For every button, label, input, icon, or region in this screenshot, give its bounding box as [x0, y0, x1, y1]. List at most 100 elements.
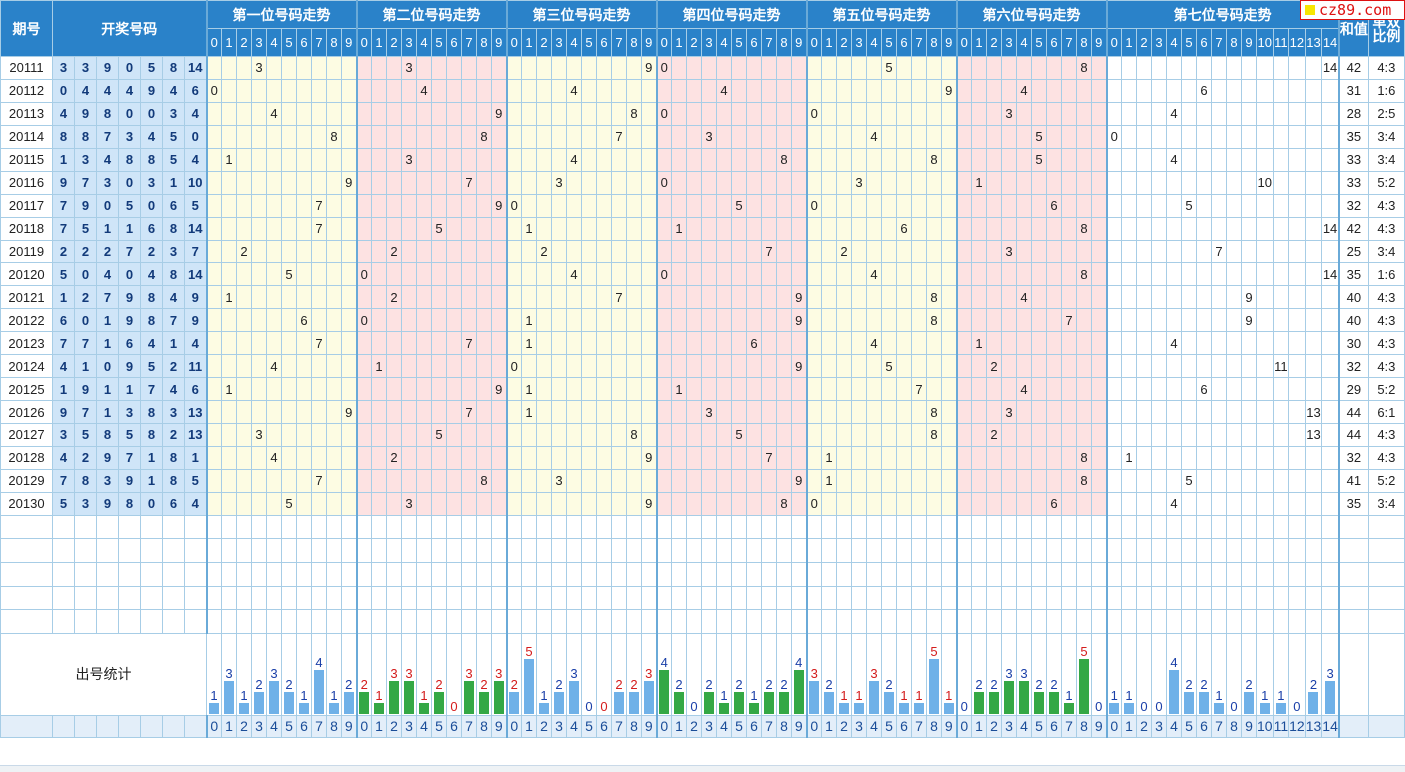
- trend-cell: [776, 56, 792, 80]
- trend-cell: [821, 262, 837, 287]
- trend-cell: [956, 239, 972, 264]
- trend-cell: [671, 147, 687, 172]
- draw-number: 13: [184, 423, 208, 447]
- ratio-cell: 3:4: [1367, 239, 1405, 264]
- trend-cell: [371, 101, 387, 126]
- trend-cell: [1166, 216, 1182, 241]
- trend-cell: [941, 147, 958, 172]
- stat-bar: [343, 691, 354, 714]
- empty-cell: [716, 538, 732, 563]
- site-logo[interactable]: cz89.com: [1300, 0, 1405, 20]
- trend-cell: [536, 170, 552, 195]
- stat-value: 1: [375, 687, 383, 703]
- stat-bar: [509, 691, 520, 714]
- empty-cell: [701, 514, 717, 540]
- trend-cell: [776, 239, 792, 264]
- stat-bar-cell: 3: [1001, 632, 1017, 716]
- empty-cell: [1076, 514, 1092, 540]
- trend-cell: [1031, 331, 1047, 356]
- trend-cell: [566, 101, 582, 126]
- trend-cell: [326, 308, 342, 333]
- stat-bar-cell: 2: [431, 632, 447, 716]
- stat-bar: [493, 680, 504, 714]
- trend-cell: [401, 170, 417, 195]
- axis-digit: 3: [1151, 714, 1167, 738]
- trend-cell: [626, 377, 642, 402]
- trend-cell: [656, 354, 672, 379]
- trend-cell: [371, 216, 387, 241]
- stat-value: 1: [720, 687, 728, 703]
- trend-cell: [341, 262, 358, 287]
- trend-cell: [791, 193, 808, 218]
- trend-cell: [746, 101, 762, 126]
- trend-cell: [1256, 400, 1274, 424]
- empty-cell: [611, 514, 627, 540]
- trend-cell: [686, 124, 702, 149]
- trend-cell: [1136, 124, 1152, 149]
- trend-cell: [341, 56, 358, 80]
- trend-cell: [671, 56, 687, 80]
- empty-cell: [641, 585, 658, 611]
- empty-cell: [491, 514, 508, 540]
- trend-cell: [521, 239, 537, 264]
- trend-hit: 1: [971, 331, 987, 356]
- trend-cell: [536, 101, 552, 126]
- draw-number: 3: [74, 56, 97, 80]
- axis-pad: [1367, 714, 1405, 738]
- trend-cell: [731, 491, 747, 516]
- empty-cell: [1321, 585, 1340, 611]
- digit-header: 6: [446, 28, 462, 57]
- trend-cell: [431, 193, 447, 218]
- trend-cell: [851, 101, 867, 126]
- empty-cell: [611, 561, 627, 587]
- trend-hit: 2: [536, 239, 552, 264]
- digit-header: 9: [1091, 28, 1108, 57]
- stat-bar-cell: 2: [611, 632, 627, 716]
- trend-cell: [281, 377, 297, 402]
- issue-cell: 20120: [0, 262, 53, 287]
- trend-cell: [371, 423, 387, 447]
- stat-bar-cell: 3: [866, 632, 882, 716]
- trend-cell: [671, 491, 687, 516]
- draw-number: 0: [118, 56, 141, 80]
- digit-header: 1: [521, 28, 537, 57]
- stat-value: 1: [1065, 687, 1073, 703]
- trend-cell: [281, 354, 297, 379]
- digit-header: 7: [761, 28, 777, 57]
- stat-bar-cell: 0: [446, 632, 462, 716]
- empty-cell: [236, 538, 252, 563]
- trend-cell: [356, 331, 372, 356]
- trend-cell: [581, 147, 597, 172]
- empty-cell: [836, 561, 852, 587]
- trend-cell: [491, 78, 508, 103]
- empty-cell: [221, 585, 237, 611]
- trend-cell: [1256, 216, 1274, 241]
- trend-cell: [851, 239, 867, 264]
- trend-cell: [476, 193, 492, 218]
- empty-cell: [1121, 561, 1137, 587]
- trend-cell: [1061, 101, 1077, 126]
- trend-cell: [401, 193, 417, 218]
- trend-cell: [1091, 78, 1108, 103]
- issue-cell: 20112: [0, 78, 53, 103]
- empty-cell: [971, 585, 987, 611]
- trend-cell: [236, 78, 252, 103]
- trend-cell: [911, 147, 927, 172]
- empty-cell: [386, 514, 402, 540]
- issue-cell: 20121: [0, 285, 53, 310]
- trend-cell: [326, 468, 342, 493]
- trend-cell: [821, 101, 837, 126]
- trend-cell: [776, 101, 792, 126]
- stat-bar-cell: 1: [236, 632, 252, 716]
- trend-cell: [491, 56, 508, 80]
- stat-bar-cell: 1: [206, 632, 222, 716]
- trend-cell: [761, 147, 777, 172]
- trend-cell: [1196, 308, 1212, 333]
- trend-hit: 1: [221, 285, 237, 310]
- empty-cell: [1338, 609, 1369, 634]
- trend-cell: [1226, 56, 1242, 80]
- digit-header: 7: [311, 28, 327, 57]
- trend-cell: [941, 468, 958, 493]
- stat-value: 0: [1140, 698, 1148, 714]
- trend-cell: [761, 262, 777, 287]
